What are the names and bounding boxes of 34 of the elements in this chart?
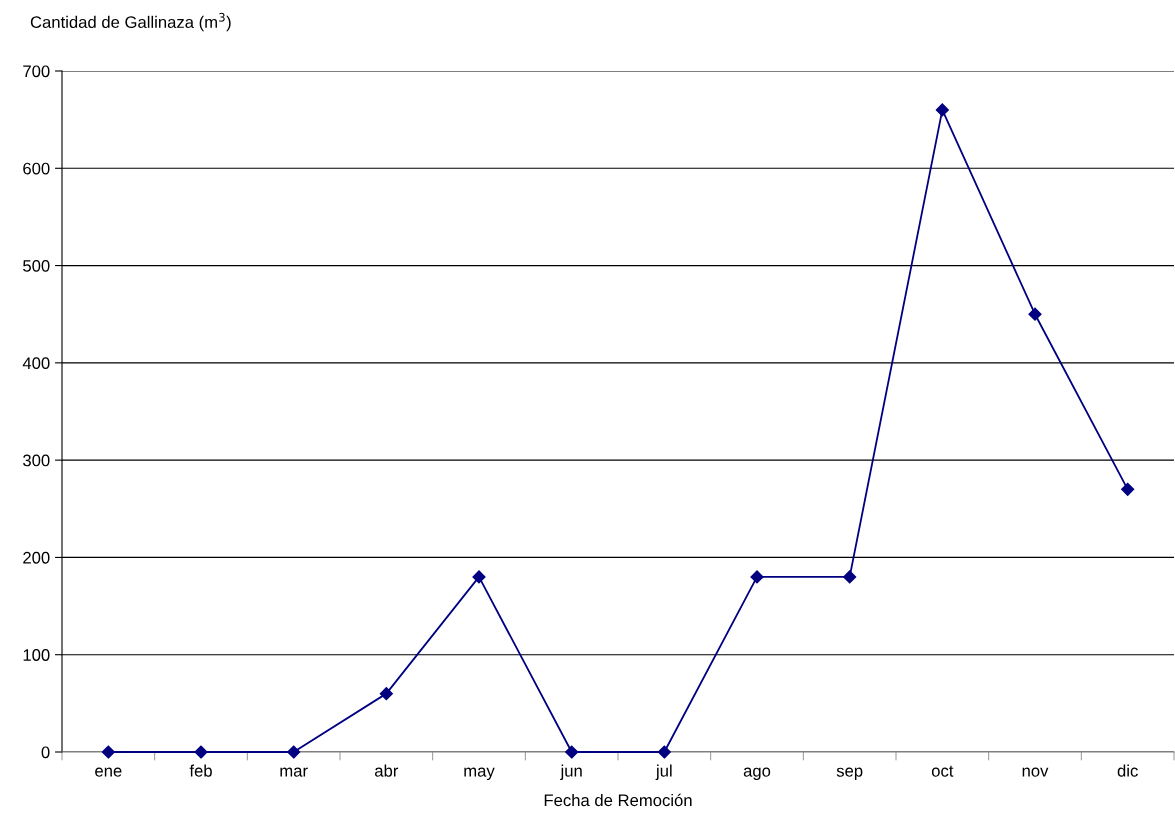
- point: [657, 745, 671, 759]
- y-tick-label: 500: [23, 259, 50, 272]
- point: [101, 745, 115, 759]
- y-tick-label: 300: [23, 454, 50, 467]
- y-tick-label: 100: [23, 649, 50, 661]
- point: [379, 687, 393, 701]
- y-axis-title: Cantidad de Gallinaza (m$^{3}$): [30, 12, 231, 32]
- point: [750, 570, 764, 584]
- point: [843, 570, 857, 584]
- point: [565, 745, 579, 759]
- x-tick-label: sep: [836, 767, 863, 781]
- x-tick-label: ago: [743, 767, 771, 781]
- y-tick-label: 400: [22, 357, 50, 370]
- x-tick-label: dic: [1117, 764, 1138, 777]
- y-tick-label: 700: [23, 65, 50, 78]
- point: [1121, 482, 1135, 496]
- x-tick-label: feb: [189, 764, 212, 777]
- y-tick-label: 600: [23, 162, 50, 175]
- x-tick-label: abr: [375, 764, 399, 777]
- y-tick-label: 0: [41, 746, 50, 759]
- point: [194, 745, 208, 759]
- x-tick-label: nov: [1022, 767, 1049, 777]
- point: [1028, 307, 1042, 321]
- x-tick-label: oct: [931, 765, 954, 777]
- x-tick-label: may: [464, 767, 495, 781]
- x-tick-label: jul: [655, 764, 672, 781]
- x-tick-label: ene: [95, 767, 122, 777]
- x-tick-label: mar: [280, 767, 308, 777]
- x-tick-label: jun: [560, 764, 582, 781]
- y-tick-label: 200: [23, 551, 50, 564]
- x-axis-title: Fecha de Remoción: [544, 793, 692, 807]
- point: [472, 570, 486, 584]
- point: [935, 103, 949, 117]
- point: [287, 745, 301, 759]
